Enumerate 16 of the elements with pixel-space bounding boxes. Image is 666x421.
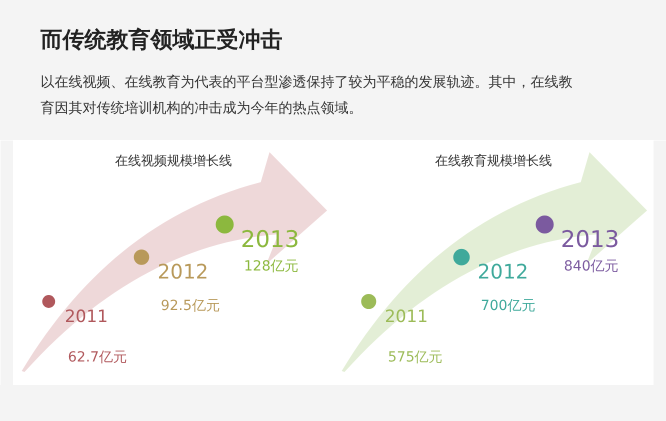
- data-label: 128亿元: [244, 258, 299, 274]
- category-label: 2012: [158, 260, 208, 284]
- category-label: 2011: [64, 307, 108, 327]
- text: 在线教育规模增长线: [435, 153, 552, 169]
- data-label: 840亿元: [564, 258, 619, 274]
- category-label: 2013: [560, 227, 620, 253]
- category-label: 2013: [240, 227, 300, 253]
- text: 以在线视频、在线教育为代表的平台型渗透保持了较为平稳的发展轨迹。其中，在线教育因其对传统培训机构的冲击成为今年的热点领域。: [40, 74, 572, 116]
- data-label: 92.5亿元: [160, 298, 220, 314]
- category-label: 2012: [478, 260, 528, 284]
- text: 而传统教育领域正受冲击: [40, 27, 282, 53]
- text: 在线视频规模增长线: [115, 154, 232, 169]
- data-label: 700亿元: [480, 298, 536, 314]
- data-label: 62.7亿元: [68, 350, 128, 366]
- data-label: 575亿元: [388, 350, 443, 366]
- category-label: 2011: [384, 307, 428, 327]
